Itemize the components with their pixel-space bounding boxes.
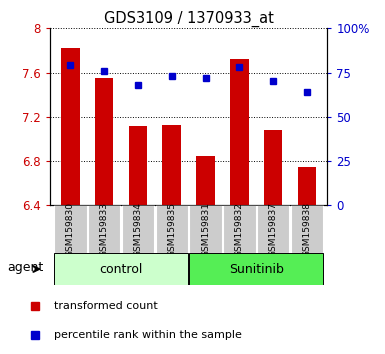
- Bar: [122, 205, 154, 253]
- Bar: [156, 205, 188, 253]
- Text: agent: agent: [8, 261, 44, 274]
- Text: GSM159830: GSM159830: [66, 202, 75, 257]
- Bar: [223, 205, 256, 253]
- Bar: [196, 155, 215, 205]
- Text: GSM159834: GSM159834: [134, 202, 142, 257]
- Bar: [88, 205, 121, 253]
- Text: Sunitinib: Sunitinib: [229, 263, 284, 275]
- Bar: [298, 167, 316, 205]
- Bar: [230, 59, 249, 205]
- Bar: [291, 205, 323, 253]
- Bar: [129, 126, 147, 205]
- Text: GSM159838: GSM159838: [303, 202, 311, 257]
- Bar: [264, 130, 283, 205]
- Bar: [54, 205, 87, 253]
- Bar: [61, 48, 80, 205]
- Text: percentile rank within the sample: percentile rank within the sample: [54, 330, 242, 340]
- Bar: [54, 253, 188, 285]
- Text: GSM159833: GSM159833: [100, 202, 109, 257]
- Text: GSM159832: GSM159832: [235, 202, 244, 257]
- Text: GSM159835: GSM159835: [167, 202, 176, 257]
- Bar: [189, 205, 222, 253]
- Bar: [95, 78, 114, 205]
- Text: control: control: [99, 263, 143, 275]
- Bar: [189, 253, 323, 285]
- Bar: [162, 125, 181, 205]
- Text: transformed count: transformed count: [54, 301, 157, 310]
- Text: GSM159831: GSM159831: [201, 202, 210, 257]
- Title: GDS3109 / 1370933_at: GDS3109 / 1370933_at: [104, 11, 274, 27]
- Text: GSM159837: GSM159837: [269, 202, 278, 257]
- Bar: [257, 205, 290, 253]
